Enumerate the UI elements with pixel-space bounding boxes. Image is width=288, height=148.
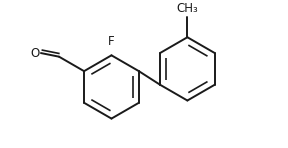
- Text: CH₃: CH₃: [177, 2, 198, 15]
- Text: O: O: [30, 47, 39, 59]
- Text: F: F: [108, 35, 115, 48]
